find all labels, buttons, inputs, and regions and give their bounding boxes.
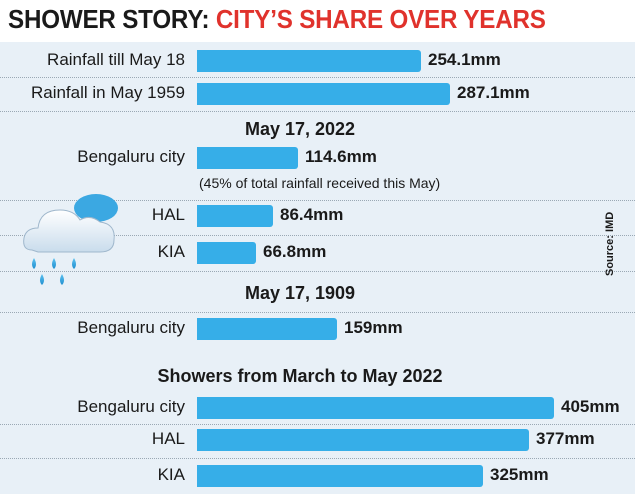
- row-divider: [0, 111, 635, 113]
- section-note: (45% of total rainfall received this May…: [199, 175, 441, 191]
- bar-value-label: 377mm: [536, 429, 595, 448]
- bar-value-label: 405mm: [561, 397, 620, 416]
- row-divider: [0, 235, 635, 237]
- source-credit: Source: IMD: [604, 211, 616, 276]
- row-divider: [0, 77, 635, 79]
- bar-value-label: 86.4mm: [280, 205, 344, 224]
- bar: [197, 242, 256, 264]
- bar: [197, 205, 273, 227]
- row-divider: [0, 200, 635, 202]
- bar-label: KIA: [157, 242, 185, 261]
- bar-label: KIA: [157, 465, 185, 484]
- section-heading: May 17, 1909: [244, 283, 356, 303]
- bar-value-label: 114.6mm: [305, 147, 377, 166]
- bar-label: Rainfall in May 1959: [30, 83, 185, 102]
- rain-cloud-icon: [23, 194, 118, 285]
- chart-title: SHOWER STORY: CITY’S SHARE OVER YEARS: [8, 4, 546, 35]
- bar-label: Bengaluru city: [77, 318, 185, 337]
- bar: [197, 429, 529, 451]
- title-part-2: CITY’S SHARE OVER YEARS: [215, 4, 546, 34]
- bar-value-label: 287.1mm: [457, 83, 530, 102]
- section-heading: May 17, 2022: [244, 119, 356, 139]
- bar: [197, 83, 450, 105]
- row-divider: [0, 458, 635, 460]
- row-divider: [0, 312, 635, 314]
- bar: [197, 50, 421, 72]
- bar-label: HAL: [151, 205, 185, 224]
- bar-value-label: 66.8mm: [263, 242, 327, 261]
- row-divider: [0, 271, 635, 273]
- bar-label: Rainfall till May 18: [47, 50, 185, 69]
- bar-label: HAL: [151, 429, 185, 448]
- bar-value-label: 159mm: [344, 318, 403, 337]
- section-heading: Showers from March to May 2022: [157, 366, 443, 386]
- bar-label: Bengaluru city: [77, 147, 185, 166]
- bar: [197, 318, 337, 340]
- bar: [197, 465, 483, 487]
- bar: [197, 147, 298, 169]
- bar: [197, 397, 554, 419]
- title-part-1: SHOWER STORY:: [8, 4, 210, 34]
- row-divider: [0, 424, 635, 426]
- bar-value-label: 325mm: [490, 465, 549, 484]
- bar-value-label: 254.1mm: [428, 50, 501, 69]
- bar-label: Bengaluru city: [77, 397, 185, 416]
